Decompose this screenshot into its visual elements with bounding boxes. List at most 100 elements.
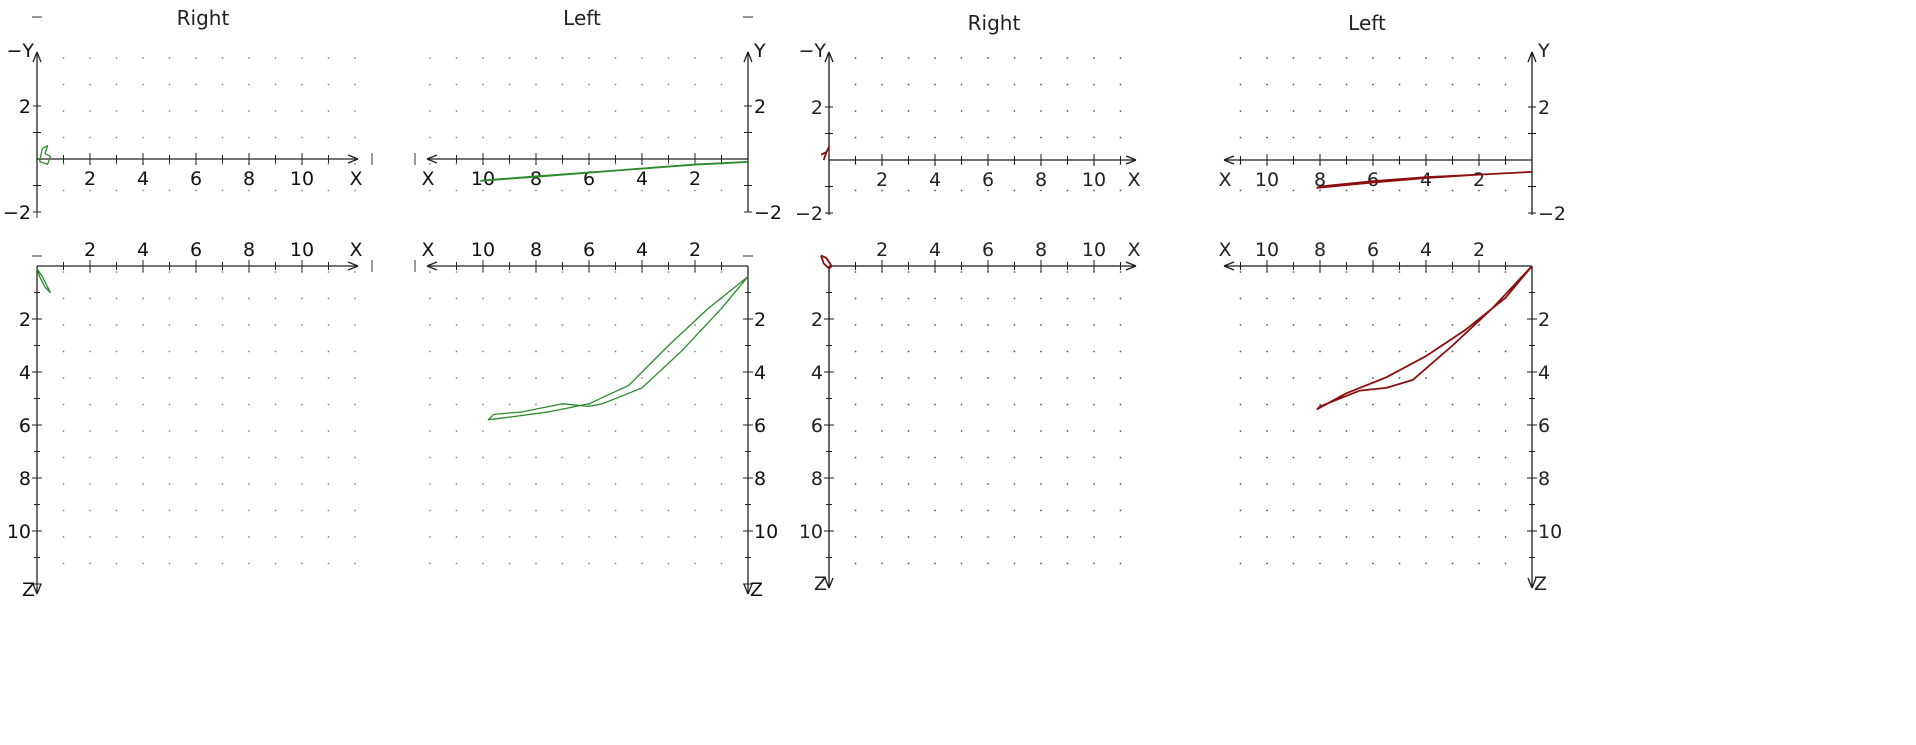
grid-dot — [168, 536, 171, 538]
grid-dot — [881, 562, 883, 565]
grid-dot — [987, 83, 989, 86]
grid-dot — [221, 456, 224, 459]
grid-dot — [1013, 136, 1016, 139]
grid-dot — [1504, 536, 1507, 538]
grid-dot — [327, 430, 330, 432]
y-axis-label: −Y — [6, 40, 34, 62]
grid-dot — [987, 297, 989, 300]
grid-dot — [987, 189, 989, 192]
grid-dot — [1040, 297, 1042, 300]
grid-dot — [854, 350, 857, 353]
grid-dot — [248, 403, 250, 406]
grid-dot — [1478, 403, 1480, 406]
grid-dot — [508, 324, 511, 326]
grid-dot — [1319, 57, 1321, 59]
grid-dot — [168, 350, 171, 353]
grid-dot — [667, 536, 670, 538]
grid-dot — [561, 562, 564, 565]
x-axis-label: X — [1218, 169, 1231, 191]
y-tick-label: 2 — [19, 96, 31, 118]
grid-dot — [535, 377, 537, 379]
grid-dot — [1040, 377, 1042, 379]
grid-dot — [1292, 189, 1295, 192]
grid-dot — [429, 562, 431, 565]
grid-dot — [614, 271, 617, 273]
x-axis-label: X — [421, 168, 434, 190]
grid-dot — [301, 324, 303, 326]
x-tick-label: 10 — [1255, 169, 1279, 191]
grid-dot — [508, 456, 511, 459]
grid-dot — [1319, 483, 1321, 485]
grid-dot — [667, 377, 670, 379]
grid-dot — [694, 350, 696, 353]
grid-dot — [881, 350, 883, 353]
grid-dot — [907, 136, 910, 139]
grid-dot — [89, 324, 91, 326]
grid-dot — [694, 430, 696, 432]
grid-dot — [614, 509, 617, 512]
grid-dot — [62, 57, 65, 59]
grid-dot — [641, 136, 643, 139]
grid-dot — [934, 324, 936, 326]
grid-dot — [429, 403, 431, 406]
grid-dot — [907, 456, 910, 459]
grid-dot — [1093, 189, 1095, 192]
grid-dot — [195, 456, 197, 459]
grid-dot — [1478, 430, 1480, 432]
x-tick-label: 8 — [243, 239, 255, 261]
grid-dot — [168, 136, 171, 139]
grid-dot — [1478, 189, 1480, 192]
grid-dot — [1093, 57, 1095, 59]
grid-dot — [1266, 456, 1268, 459]
grid-dot — [62, 562, 65, 565]
grid-dot — [1066, 536, 1069, 538]
y-axis-label: Y — [753, 40, 766, 62]
grid-dot — [195, 110, 197, 112]
grid-dot — [168, 377, 171, 379]
grid-dot — [1040, 324, 1042, 326]
grid-dot — [195, 483, 197, 485]
grid-dot — [561, 430, 564, 432]
grid-dot — [1292, 562, 1295, 565]
grid-dot — [1504, 324, 1507, 326]
grid-dot — [667, 483, 670, 485]
grid-dot — [614, 456, 617, 459]
x-axis-label: X — [349, 168, 362, 190]
grid-dot — [641, 83, 643, 86]
y-tick-label: 2 — [1538, 97, 1550, 119]
grid-dot — [1504, 110, 1507, 112]
panel-title: Left — [563, 6, 601, 30]
grid-dot — [1451, 350, 1454, 353]
grid-dot — [561, 110, 564, 112]
grid-dot — [1398, 403, 1401, 406]
grid-dot — [429, 163, 431, 165]
grid-dot — [907, 536, 910, 538]
grid-dot — [1425, 509, 1427, 512]
z-axis-label: Z — [22, 579, 35, 601]
grid-dot — [1040, 350, 1042, 353]
z-axis-label: Z — [750, 579, 763, 601]
grid-dot — [221, 83, 224, 86]
panel-title: Right — [177, 6, 230, 30]
grid-dot — [1451, 57, 1454, 59]
grid-dot — [301, 297, 303, 300]
z-tick-label: 2 — [811, 309, 823, 331]
grid-dot — [142, 509, 144, 512]
grid-dot — [455, 57, 458, 59]
grid-dot — [1292, 456, 1295, 459]
grid-dot — [354, 83, 356, 86]
grid-dot — [1504, 83, 1507, 86]
x-tick-label: 2 — [876, 169, 888, 191]
grid-dot — [195, 430, 197, 432]
grid-dot — [62, 483, 65, 485]
grid-dot — [89, 536, 91, 538]
grid-dot — [62, 403, 65, 406]
grid-dot — [907, 83, 910, 86]
grid-dot — [1478, 324, 1480, 326]
grid-dot — [1345, 136, 1348, 139]
grid-dot — [327, 377, 330, 379]
grid-dot — [1372, 136, 1374, 139]
grid-dot — [1398, 483, 1401, 485]
z-tick-label: 4 — [754, 362, 766, 384]
grid-dot — [1504, 377, 1507, 379]
